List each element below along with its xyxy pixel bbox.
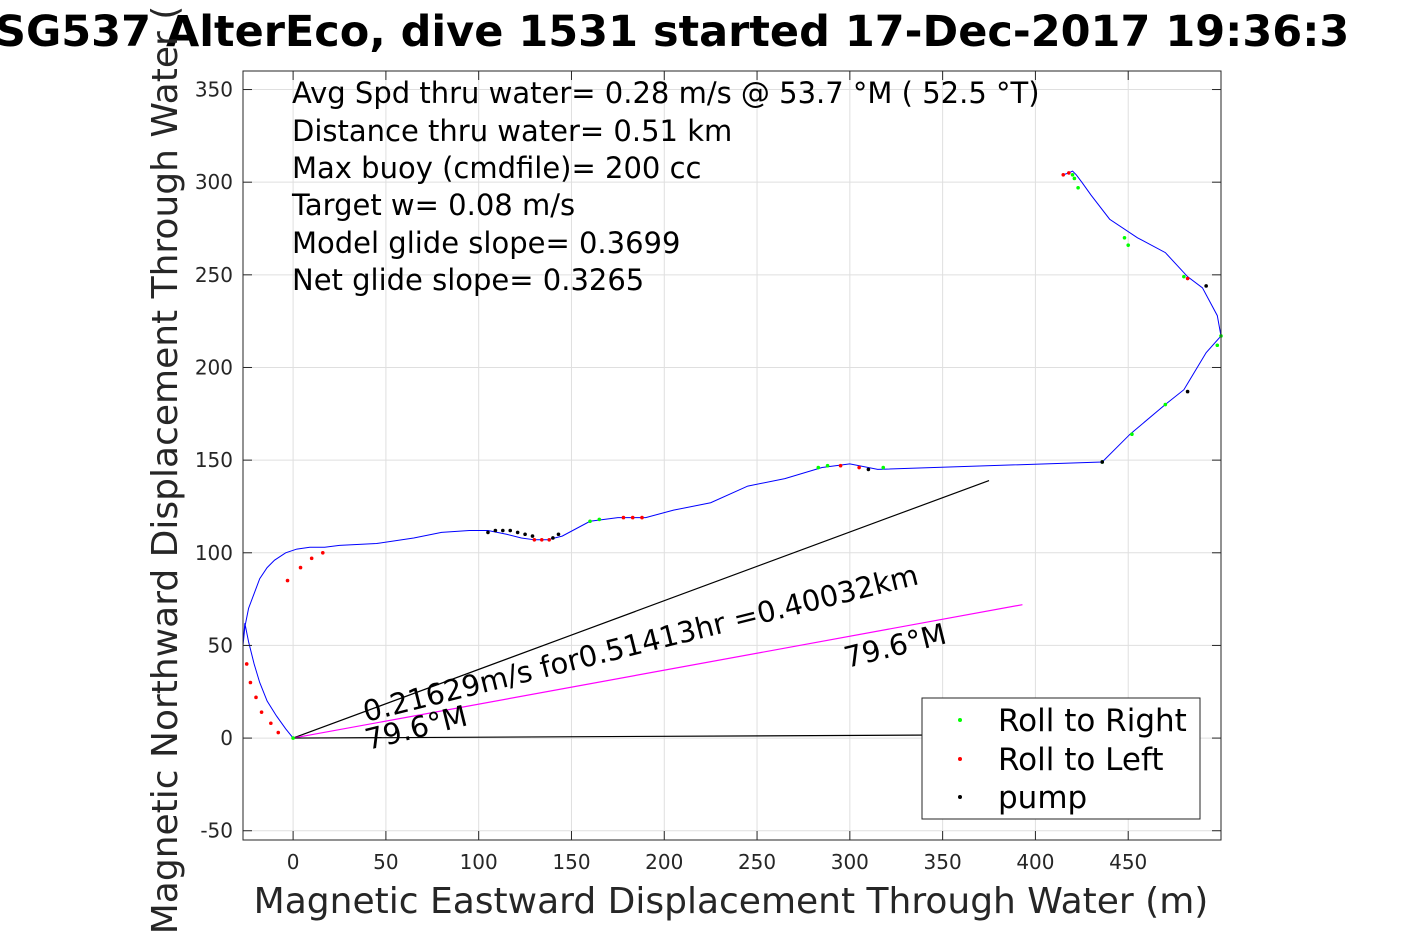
marker-roll-right	[1122, 235, 1127, 240]
marker-roll-right	[881, 465, 886, 470]
marker-roll-left	[269, 721, 273, 726]
marker-pump	[1204, 284, 1208, 288]
legend-label-roll-left: Roll to Left	[998, 742, 1164, 778]
marker-roll-right	[1130, 432, 1134, 436]
y-tick-label: 150	[195, 448, 233, 472]
marker-pump	[523, 532, 527, 537]
annotation-model-glide: Model glide slope= 0.3699	[292, 226, 680, 260]
marker-roll-left	[532, 538, 537, 542]
annotation-net-glide: Net glide slope= 0.3265	[292, 263, 644, 297]
marker-pump	[508, 528, 513, 533]
marker-pump	[866, 467, 871, 472]
marker-roll-left	[621, 515, 626, 520]
marker-pump	[530, 534, 535, 538]
legend: Roll to Right Roll to Left pump	[921, 697, 1201, 820]
legend-box	[921, 697, 1201, 820]
marker-roll-right	[1215, 343, 1220, 348]
annotation-avg-speed: Avg Spd thru water= 0.28 m/s @ 53.7 °M (…	[292, 76, 1040, 110]
marker-roll-left	[320, 550, 325, 555]
y-tick-label: 250	[195, 263, 233, 287]
legend-label-roll-right: Roll to Right	[998, 703, 1187, 739]
x-tick-label: 0	[287, 850, 300, 874]
legend-swatch-roll-right	[958, 718, 962, 722]
marker-roll-right	[1163, 402, 1168, 407]
marker-pump	[556, 532, 561, 537]
annotation-block: Avg Spd thru water= 0.28 m/s @ 53.7 °M (…	[291, 76, 1040, 297]
marker-roll-left	[539, 538, 544, 542]
legend-label-pump: pump	[998, 780, 1087, 816]
marker-roll-right	[1072, 176, 1077, 181]
marker-roll-left	[1061, 172, 1066, 177]
y-tick-label: 100	[195, 541, 233, 565]
y-tick-label: -50	[200, 819, 233, 843]
plot-frame	[242, 70, 1222, 841]
x-tick-label: 250	[738, 850, 776, 874]
marker-pump	[493, 528, 498, 533]
marker-pump	[1100, 460, 1105, 464]
x-tick-label: 350	[924, 850, 962, 874]
axis-ticks: 0 50 100 150 200 250 300 350 400 450 -50 0 50 100 150 2…	[195, 71, 1221, 874]
marker-roll-left	[547, 538, 552, 542]
marker-roll-left	[298, 565, 303, 570]
legend-swatch-roll-left	[958, 757, 962, 761]
marker-roll-left	[1067, 171, 1071, 175]
y-tick-label: 0	[220, 726, 233, 750]
marker-roll-right	[1126, 243, 1131, 247]
y-tick-label: 200	[195, 355, 233, 379]
grid-lines	[243, 71, 1221, 840]
marker-roll-right	[1070, 172, 1075, 177]
marker-pump	[515, 530, 520, 535]
x-tick-label: 400	[1016, 850, 1054, 874]
marker-pump	[1185, 389, 1190, 394]
track-line	[242, 170, 1222, 739]
marker-roll-right	[825, 463, 830, 468]
y-tick-label: 50	[208, 633, 233, 657]
legend-swatch-pump	[958, 795, 962, 799]
x-axis-label: Magnetic Eastward Displacement Through W…	[254, 881, 1209, 922]
x-tick-label: 450	[1109, 850, 1147, 874]
x-tick-label: 50	[373, 850, 398, 874]
reference-line-net-displacement	[292, 479, 990, 739]
marker-roll-left	[1185, 276, 1190, 281]
y-tick-label: 300	[195, 170, 233, 194]
marker-roll-right	[1076, 185, 1080, 190]
y-axis-label: Magnetic Northward Displacement Through …	[145, 6, 186, 935]
x-tick-label: 150	[552, 850, 590, 874]
x-tick-label: 200	[645, 850, 683, 874]
marker-roll-left	[254, 695, 258, 700]
reference-line-current	[292, 604, 1023, 739]
marker-pump	[551, 536, 555, 540]
annotation-distance: Distance thru water= 0.51 km	[292, 114, 732, 148]
y-tick-label: 350	[195, 78, 233, 102]
marker-roll-right	[816, 465, 821, 470]
marker-pump	[486, 530, 490, 535]
marker-pump	[501, 528, 505, 533]
marker-roll-left	[276, 730, 281, 735]
marker-roll-left	[285, 578, 290, 583]
marker-roll-left	[259, 710, 264, 714]
marker-roll-left	[857, 465, 861, 470]
marker-roll-left	[309, 556, 314, 561]
chart-title: SG537 AlterEco, dive 1531 started 17-Dec…	[0, 7, 1349, 57]
marker-roll-right	[1182, 274, 1186, 279]
marker-roll-left	[244, 662, 249, 666]
marker-roll-right	[588, 519, 592, 524]
track-markers	[244, 171, 1223, 740]
annotation-target-w: Target w= 0.08 m/s	[291, 188, 575, 222]
marker-roll-left	[838, 463, 843, 468]
annotation-max-buoy: Max buoy (cmdfile)= 200 cc	[292, 151, 701, 185]
marker-roll-right	[291, 736, 295, 740]
dive-track	[242, 170, 1222, 739]
marker-roll-left	[248, 680, 253, 685]
x-tick-label: 100	[460, 850, 498, 874]
marker-roll-left	[640, 515, 644, 520]
marker-roll-left	[630, 515, 635, 520]
x-tick-label: 300	[831, 850, 869, 874]
marker-roll-right	[597, 517, 602, 522]
